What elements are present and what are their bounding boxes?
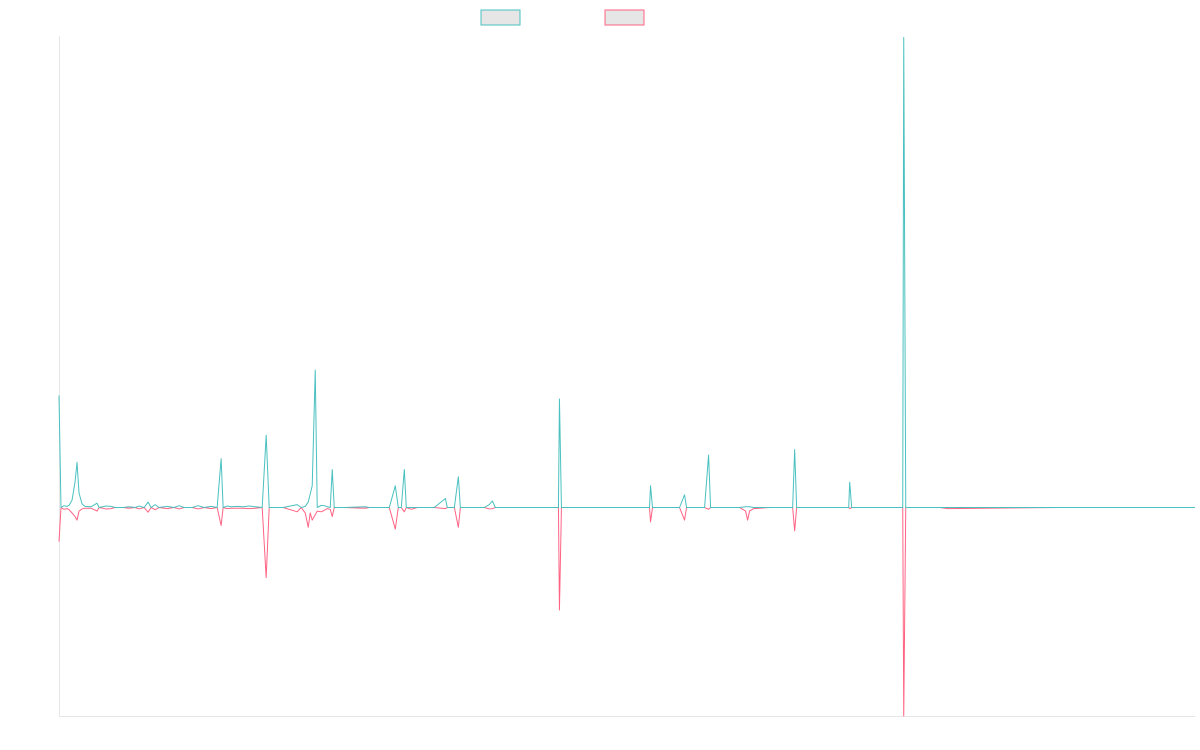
legend-item[interactable] xyxy=(480,9,521,26)
legend-item[interactable] xyxy=(604,9,645,26)
legend xyxy=(480,9,645,26)
series-line-0 xyxy=(58,37,1195,508)
series-layer xyxy=(58,37,1195,717)
legend-swatch xyxy=(604,9,645,26)
legend-swatch xyxy=(480,9,521,26)
series-line-1 xyxy=(58,507,1195,717)
